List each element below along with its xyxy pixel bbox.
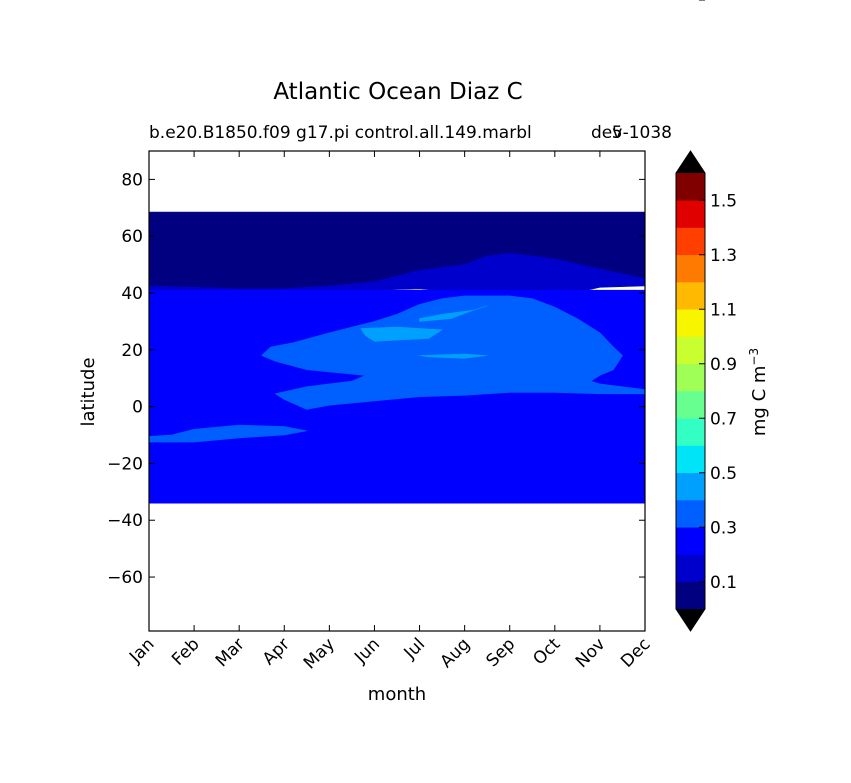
x-axis-label: month — [368, 684, 426, 705]
colorbar-bin — [676, 200, 705, 228]
colorbar-label-text: mg C m — [749, 366, 770, 437]
x-tick-label: Sep — [482, 634, 519, 671]
chart-subtitle-overlap: dev — [591, 123, 622, 143]
colorbar-bin — [676, 254, 705, 283]
colorbar-bin — [676, 418, 705, 446]
colorbar-bin — [676, 391, 705, 419]
colorbar-tick-label: 2.3 — [710, 0, 737, 5]
colorbar-extend-low — [676, 609, 705, 631]
colorbar-tick-label: 0.3 — [710, 518, 737, 538]
colorbar-tick-label: 2.5 — [710, 0, 737, 5]
x-tick-label: Mar — [212, 634, 249, 671]
y-tick-label: 60 — [121, 227, 143, 247]
plot-frame — [148, 150, 646, 632]
colorbar-bin — [676, 282, 705, 310]
heatmap-fill — [148, 211, 646, 504]
colorbar-bin — [676, 336, 705, 365]
x-tick-label: Dec — [617, 634, 654, 671]
colorbar-bin — [676, 581, 705, 610]
x-tick-label: Feb — [168, 634, 203, 669]
region-4 — [148, 424, 307, 443]
colorbar-tick-label: 1.7 — [710, 0, 737, 5]
region-6 — [419, 305, 488, 322]
y-tick-label: −20 — [107, 454, 143, 474]
colorbar-bin — [676, 227, 705, 256]
colorbar-bin — [676, 363, 705, 392]
chart-title: Atlantic Ocean Diaz C — [273, 79, 522, 105]
colorbar-bin — [676, 527, 705, 555]
colorbar-tick-label: 0.7 — [710, 409, 737, 429]
y-axis: 80 60 40 20 0 −20 −40 −60 — [107, 170, 645, 588]
y-axis-label: latitude — [78, 357, 99, 426]
colorbar-bin — [676, 472, 705, 501]
x-tick-label: May — [300, 634, 339, 673]
colorbar-tick-label: 0.1 — [710, 573, 737, 593]
colorbar-tick-label: 2.1 — [710, 0, 737, 5]
y-tick-label: 80 — [121, 170, 143, 190]
chart-subtitle-left: b.e20.B1850.f09 g17.pi control.all.149.m… — [149, 123, 532, 143]
x-tick-label: Jul — [400, 634, 429, 663]
region-3 — [261, 295, 646, 410]
colorbar-outline — [675, 150, 706, 632]
colorbar-bin — [676, 173, 705, 201]
region-5 — [360, 326, 444, 342]
colorbar-label-exponent: −3 — [747, 348, 761, 366]
colorbar-tick-label: 1.9 — [710, 0, 737, 5]
y-tick-label: 0 — [132, 398, 143, 418]
x-tick-label: Nov — [572, 634, 610, 672]
colorbar-bin — [676, 500, 705, 528]
colorbar-bin — [676, 445, 705, 474]
colorbar: 0.1 0.3 0.5 0.7 0.9 1.1 1.3 1.5 1.71.92.12.32.52… — [675, 0, 737, 632]
x-tick-label: Apr — [259, 634, 294, 669]
x-tick-label: Jan — [125, 634, 158, 667]
y-tick-label: 40 — [121, 284, 143, 304]
x-tick-label: Aug — [437, 634, 475, 672]
y-tick-label: 20 — [121, 341, 143, 361]
x-tick-label: Oct — [529, 634, 564, 669]
colorbar-extend-high — [676, 151, 705, 173]
region-7 — [419, 353, 488, 359]
colorbar-bin — [676, 554, 705, 583]
colorbar-tick-label: 1.1 — [710, 300, 737, 320]
colorbar-bin — [676, 309, 705, 337]
chart-subtitle-right: 5-1038 — [612, 123, 672, 143]
y-tick-label: −40 — [107, 511, 143, 531]
y-tick-label: −60 — [107, 568, 143, 588]
colorbar-label: mg C m−3 — [747, 348, 770, 436]
colorbar-tick-label: 2.7 — [710, 0, 737, 5]
colorbar-tick-label: 1.3 — [710, 246, 737, 266]
colorbar-tick-label: 0.5 — [710, 464, 737, 484]
colorbar-tick-label: 0.9 — [710, 355, 737, 375]
x-tick-label: Jun — [350, 634, 384, 668]
colorbar-tick-label: 1.5 — [710, 191, 737, 211]
